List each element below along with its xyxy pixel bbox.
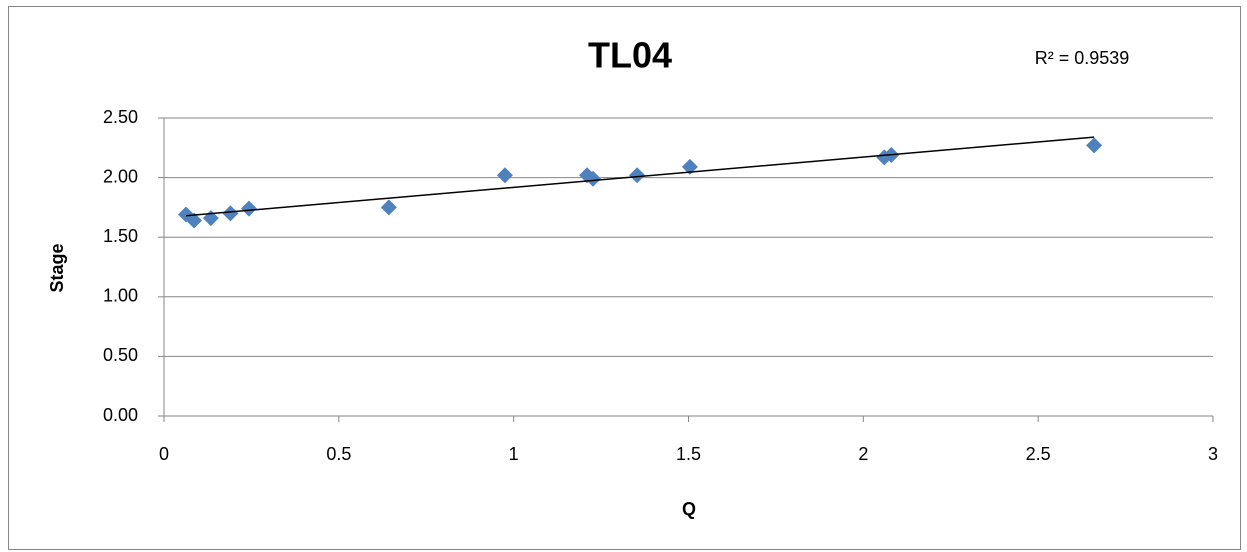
data-point <box>585 170 602 187</box>
data-point <box>222 205 239 222</box>
data-point <box>380 199 397 216</box>
data-point <box>681 158 698 175</box>
chart-title: TL04 <box>588 35 672 76</box>
x-tick-label: 1 <box>509 444 519 464</box>
x-axis-title: Q <box>682 499 696 519</box>
data-point <box>240 200 257 217</box>
data-point <box>629 167 646 184</box>
y-tick-label: 2.50 <box>103 107 138 127</box>
x-tick-label: 1.5 <box>676 444 701 464</box>
x-tick-label: 2 <box>858 444 868 464</box>
x-tick-label: 0.5 <box>326 444 351 464</box>
data-point <box>496 167 513 184</box>
x-tick-label: 3 <box>1208 444 1218 464</box>
data-point <box>186 212 203 229</box>
y-tick-label: 1.00 <box>103 286 138 306</box>
y-tick-label: 0.50 <box>103 345 138 365</box>
y-tick-label: 0.00 <box>103 405 138 425</box>
r-squared-label: R² = 0.9539 <box>1035 48 1130 68</box>
chart-frame <box>8 6 1241 550</box>
trendline <box>185 136 1095 217</box>
x-tick-label: 0 <box>159 444 169 464</box>
y-axis-title: Stage <box>47 243 67 292</box>
y-tick-label: 2.00 <box>103 166 138 186</box>
data-point <box>1086 137 1103 154</box>
y-tick-label: 1.50 <box>103 226 138 246</box>
x-tick-label: 2.5 <box>1026 444 1051 464</box>
